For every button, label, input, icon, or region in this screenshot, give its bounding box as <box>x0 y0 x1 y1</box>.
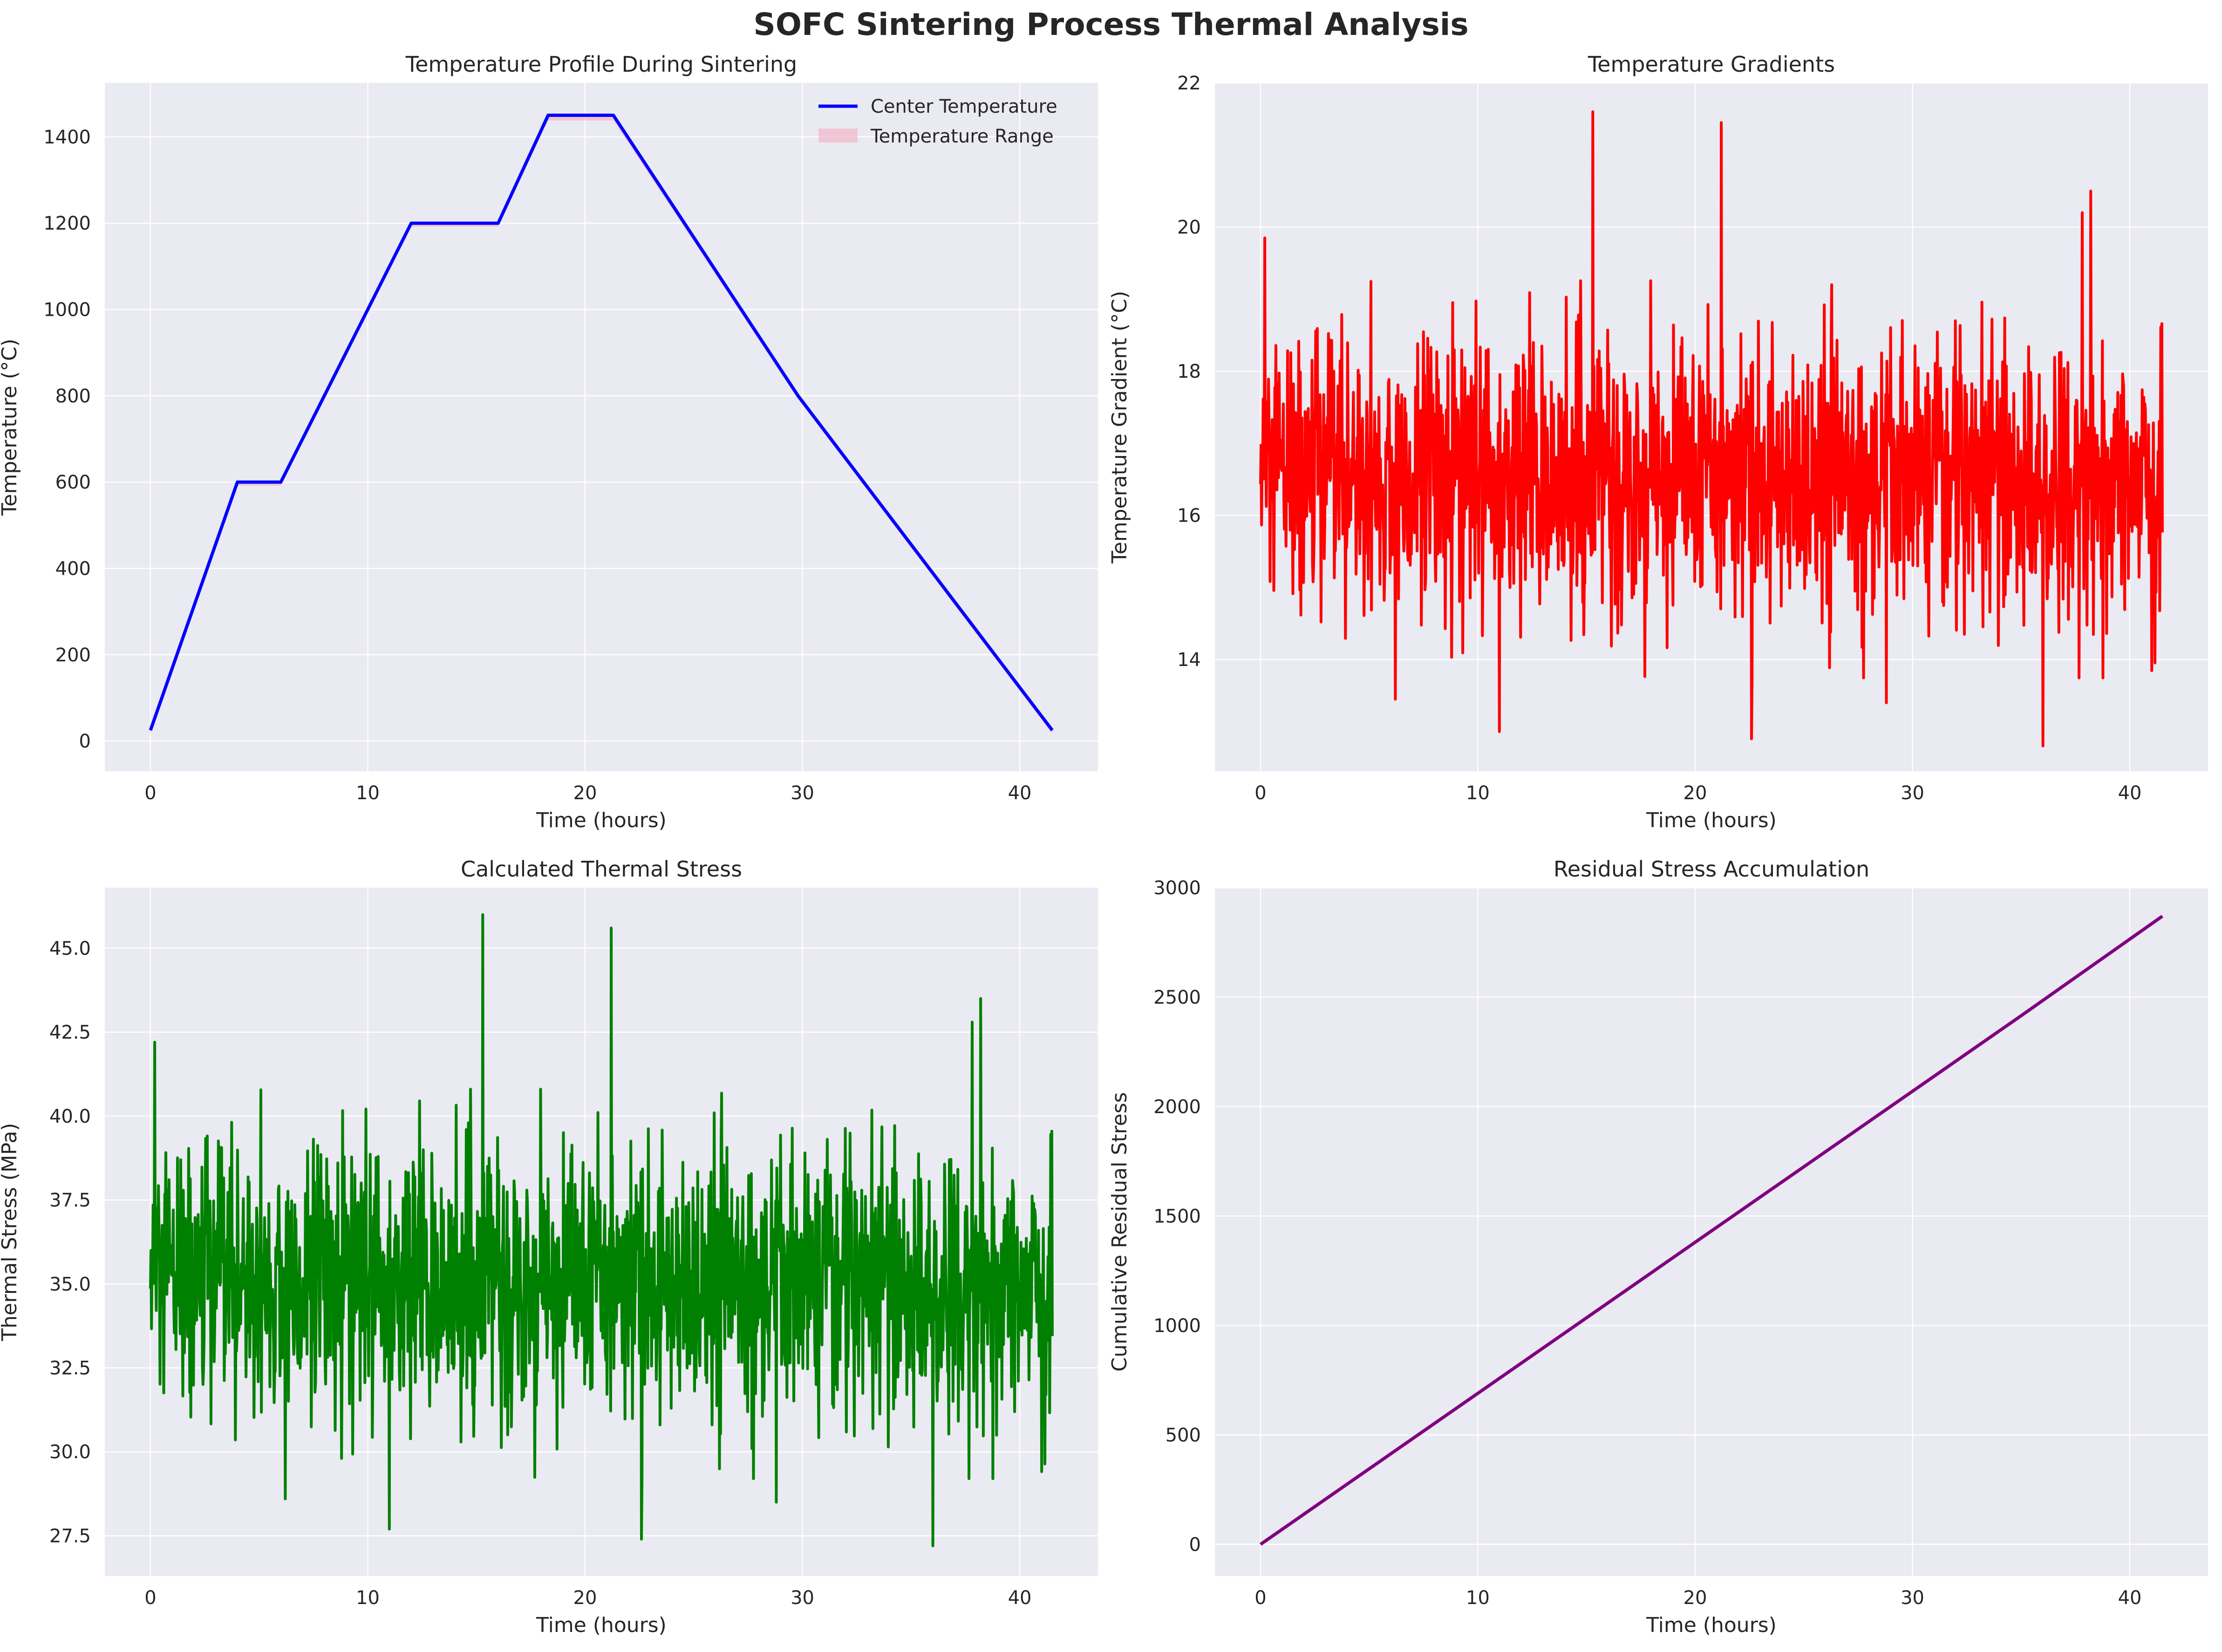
y-tick-label: 3000 <box>1153 877 1201 899</box>
y-tick-label: 14 <box>1177 649 1201 671</box>
x-tick-label: 0 <box>144 1587 156 1609</box>
x-tick-label: 20 <box>573 1587 597 1609</box>
x-axis-label: Time (hours) <box>1646 809 1777 832</box>
y-tick-label: 1200 <box>43 213 91 234</box>
x-tick-label: 20 <box>573 782 597 804</box>
x-tick-label: 10 <box>356 1587 380 1609</box>
y-tick-label: 35.0 <box>49 1274 91 1295</box>
y-axis-label: Cumulative Residual Stress <box>1108 1092 1131 1372</box>
x-tick-label: 40 <box>1008 1587 1032 1609</box>
legend-label: Temperature Range <box>870 126 1054 147</box>
chart-panel-4: 0 10 20 30 40 0 500 1000 1500 2000 2500 3000 Residua… <box>1108 857 2208 1637</box>
y-axis-label: Temperature Gradient (°C) <box>1108 291 1131 564</box>
y-axis-label: Temperature (°C) <box>0 339 21 516</box>
plot-marks <box>149 114 1054 734</box>
figure-title: SOFC Sintering Process Thermal Analysis <box>753 7 1469 42</box>
y-tick-label: 400 <box>55 558 91 579</box>
y-tick-label: 200 <box>55 645 91 666</box>
legend-label: Center Temperature <box>871 96 1057 117</box>
x-tick-label: 30 <box>1901 1587 1924 1609</box>
y-tick-label: 45.0 <box>49 938 91 959</box>
y-tick-label: 20 <box>1177 217 1201 238</box>
x-tick-label: 30 <box>1901 782 1924 804</box>
x-tick-label: 10 <box>356 782 380 804</box>
series-line-3 <box>149 913 1054 1548</box>
series-line-1-1 <box>149 114 1054 732</box>
y-tick-label: 27.5 <box>49 1525 91 1547</box>
x-tick-label: 40 <box>1008 782 1032 804</box>
x-tick-label: 0 <box>1254 782 1266 804</box>
y-tick-label: 1400 <box>43 127 91 148</box>
chart-title: Residual Stress Accumulation <box>1554 857 1869 882</box>
chart-title: Temperature Gradients <box>1588 52 1835 77</box>
y-tick-label: 42.5 <box>49 1022 91 1043</box>
x-axis-label: Time (hours) <box>536 809 667 832</box>
y-tick-label: 32.5 <box>49 1358 91 1379</box>
plot-marks <box>1260 915 2164 1546</box>
y-tick-label: 37.5 <box>49 1190 91 1211</box>
x-tick-label: 20 <box>1684 782 1707 804</box>
y-axis-label: Thermal Stress (MPa) <box>0 1123 21 1341</box>
chart-title: Calculated Thermal Stress <box>461 857 742 882</box>
y-tick-label: 30.0 <box>49 1441 91 1463</box>
x-tick-label: 10 <box>1466 782 1490 804</box>
chart-panel-2: 0 10 20 30 40 14 16 18 20 22 Temperature Gradients… <box>1108 52 2208 832</box>
y-tick-label: 600 <box>55 472 91 493</box>
y-tick-label: 0 <box>1189 1534 1201 1556</box>
chart-panel-3: 0 10 20 30 40 27.5 30.0 32.5 35.0 37.5 40.0 42.5 45.… <box>0 857 1098 1637</box>
y-tick-label: 1000 <box>1153 1315 1201 1337</box>
x-tick-label: 30 <box>791 1587 814 1609</box>
y-tick-label: 1000 <box>43 299 91 320</box>
y-tick-label: 500 <box>1166 1425 1201 1446</box>
series-line-2 <box>1259 110 2164 748</box>
x-axis-label: Time (hours) <box>1646 1613 1777 1637</box>
plot-marks <box>1259 110 2164 748</box>
x-tick-label: 30 <box>791 782 814 804</box>
y-tick-label: 16 <box>1177 505 1201 527</box>
plot-marks <box>149 913 1054 1548</box>
plot-area <box>105 83 1098 771</box>
x-tick-label: 10 <box>1466 1587 1490 1609</box>
chart-title: Temperature Profile During Sintering <box>405 52 797 77</box>
y-tick-label: 1500 <box>1153 1206 1201 1227</box>
y-tick-label: 2500 <box>1153 987 1201 1008</box>
x-tick-label: 40 <box>2118 1587 2142 1609</box>
y-tick-label: 800 <box>55 386 91 407</box>
x-tick-label: 20 <box>1684 1587 1707 1609</box>
chart-panel-1: 0 10 20 30 400200400600800100012001400Temper… <box>0 52 1098 832</box>
y-tick-label: 0 <box>79 731 91 752</box>
x-axis-label: Time (hours) <box>536 1613 667 1637</box>
y-tick-label: 40.0 <box>49 1106 91 1127</box>
legend: Center Temperature Temperature Range <box>818 96 1057 147</box>
x-tick-label: 0 <box>144 782 156 804</box>
y-tick-label: 2000 <box>1153 1096 1201 1118</box>
y-tick-label: 18 <box>1177 361 1201 382</box>
series-line-4-1 <box>1260 915 2164 1546</box>
y-tick-label: 22 <box>1177 73 1201 94</box>
legend-swatch <box>818 129 858 143</box>
x-tick-label: 40 <box>2118 782 2142 804</box>
x-tick-label: 0 <box>1254 1587 1266 1609</box>
